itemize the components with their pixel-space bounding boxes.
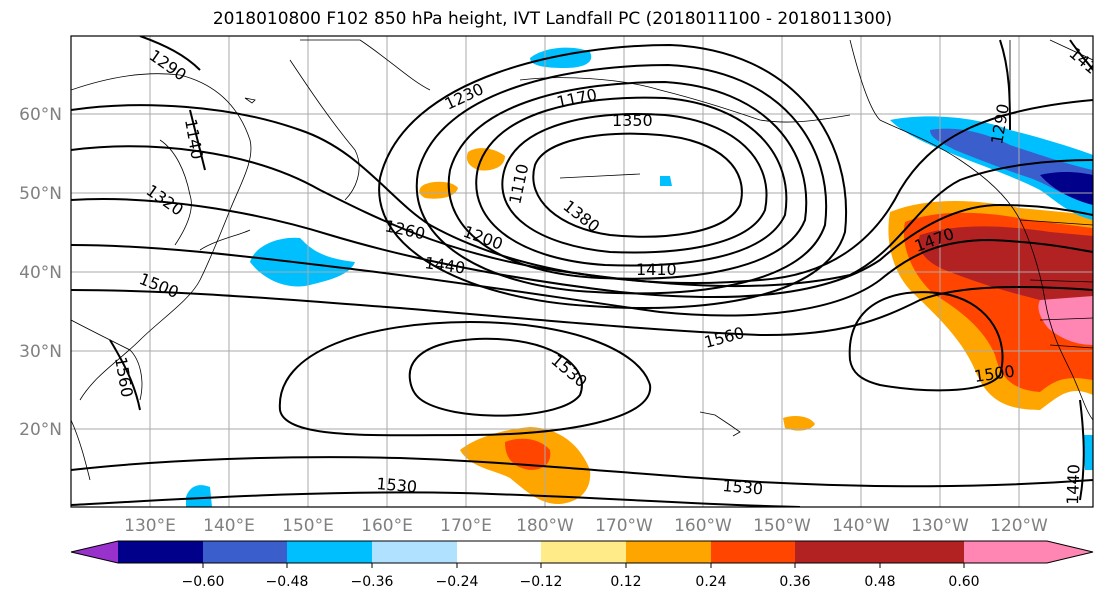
colorbar-bin <box>203 541 287 563</box>
lon-tick: 120°W <box>990 516 1048 536</box>
colorbar-label: 0.60 <box>948 574 979 590</box>
contour-label: 1440 <box>1063 464 1083 505</box>
colorbar-label: 0.12 <box>610 574 641 590</box>
colorbar-label: 0.24 <box>695 574 726 590</box>
lon-tick: 130°E <box>124 516 176 536</box>
lon-tick: 150°W <box>753 516 811 536</box>
contour-label: 1530 <box>376 474 418 496</box>
contour-label: 1410 <box>636 260 677 279</box>
colorbar-bin <box>541 541 626 563</box>
colorbar-extend-low <box>71 541 118 563</box>
lat-axis: 60°N 50°N 40°N 30°N 20°N <box>19 105 62 440</box>
lat-tick: 20°N <box>19 420 62 440</box>
lon-tick: 150°E <box>282 516 334 536</box>
colorbar-bin <box>118 541 203 563</box>
lat-tick: 30°N <box>19 342 62 362</box>
lon-axis: 130°E 140°E 150°E 160°E 170°E 180°W 170°… <box>124 516 1048 536</box>
colorbar-bin <box>880 541 964 563</box>
colorbar-bin <box>964 541 1047 563</box>
contour-label: 1350 <box>612 111 653 130</box>
lon-tick: 140°E <box>203 516 255 536</box>
map-frame <box>70 35 1094 508</box>
colorbar-bin <box>711 541 795 563</box>
colorbar-label: 0.48 <box>864 574 895 590</box>
map-content: 1290 1230 1170 1350 1140 1110 1380 1320 … <box>71 36 1093 507</box>
colorbar-label: −0.48 <box>266 574 309 590</box>
height-contours <box>71 36 1093 507</box>
lon-tick: 140°W <box>832 516 890 536</box>
lat-tick: 50°N <box>19 184 62 204</box>
lat-tick: 40°N <box>19 263 62 283</box>
colorbar-label: 0.36 <box>779 574 810 590</box>
contour-label: 1530 <box>722 476 764 498</box>
lat-tick: 60°N <box>19 105 62 125</box>
colorbar-bin <box>287 541 372 563</box>
colorbar-ticks <box>202 563 965 568</box>
lon-tick: 180°W <box>516 516 574 536</box>
colorbar-bin <box>795 541 880 563</box>
lon-tick: 160°E <box>361 516 413 536</box>
colorbar-label: −0.24 <box>436 574 479 590</box>
figure-title: 2018010800 F102 850 hPa height, IVT Land… <box>212 9 893 29</box>
colorbar-bin <box>457 541 541 563</box>
colorbar-bin <box>626 541 711 563</box>
colorbar-label: −0.36 <box>351 574 394 590</box>
colorbar-label: −0.12 <box>520 574 563 590</box>
lon-tick: 130°W <box>911 516 969 536</box>
lon-tick: 160°W <box>674 516 732 536</box>
colorbar-extend-high <box>1047 541 1093 563</box>
lon-tick: 170°E <box>440 516 492 536</box>
colorbar: −0.60 −0.48 −0.36 −0.24 −0.12 0.12 0.24 … <box>70 540 1094 590</box>
lon-tick: 170°W <box>595 516 653 536</box>
colorbar-bin <box>372 541 457 563</box>
colorbar-label: −0.60 <box>182 574 225 590</box>
colorbar-outline <box>70 540 1094 564</box>
